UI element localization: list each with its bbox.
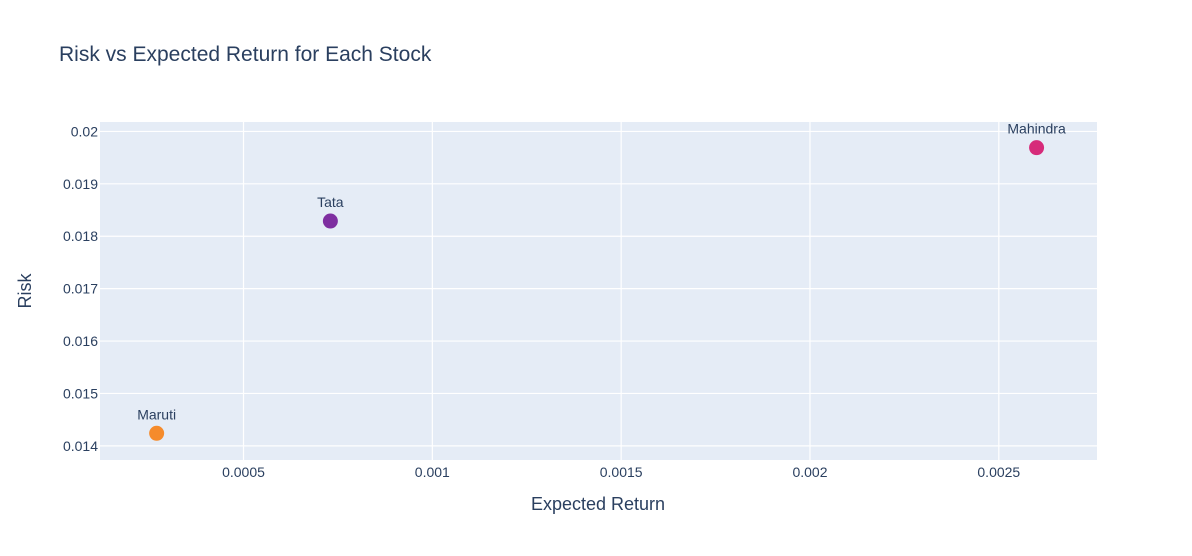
x-tick-label: 0.0025 <box>977 464 1020 480</box>
data-point-tata[interactable] <box>322 213 338 229</box>
x-tick-label: 0.001 <box>415 464 450 480</box>
x-tick-label: 0.0005 <box>222 464 265 480</box>
point-label: Tata <box>317 194 344 210</box>
data-point-mahindra[interactable] <box>1029 140 1045 156</box>
x-tick-label: 0.002 <box>792 464 827 480</box>
point-layer: Maruti Tata Mahindra <box>137 121 1066 441</box>
y-tick-label: 0.02 <box>71 123 98 139</box>
point-label: Mahindra <box>1007 121 1066 137</box>
y-tick-label: 0.018 <box>63 228 98 244</box>
x-tick-label: 0.0015 <box>600 464 643 480</box>
plot-area <box>100 122 1097 460</box>
tick-layer: 0.0005 0.001 0.0015 0.002 0.0025 0.014 0.015 0.… <box>63 123 1020 480</box>
y-tick-label: 0.014 <box>63 438 98 454</box>
y-axis-label: Risk <box>15 273 35 309</box>
x-axis-label: Expected Return <box>531 494 665 514</box>
y-tick-label: 0.015 <box>63 385 98 401</box>
point-label: Maruti <box>137 406 176 422</box>
data-point-maruti[interactable] <box>149 425 165 441</box>
y-tick-label: 0.016 <box>63 333 98 349</box>
grid-layer <box>100 122 1097 460</box>
chart-title: Risk vs Expected Return for Each Stock <box>59 43 432 66</box>
y-tick-label: 0.019 <box>63 176 98 192</box>
y-tick-label: 0.017 <box>63 281 98 297</box>
